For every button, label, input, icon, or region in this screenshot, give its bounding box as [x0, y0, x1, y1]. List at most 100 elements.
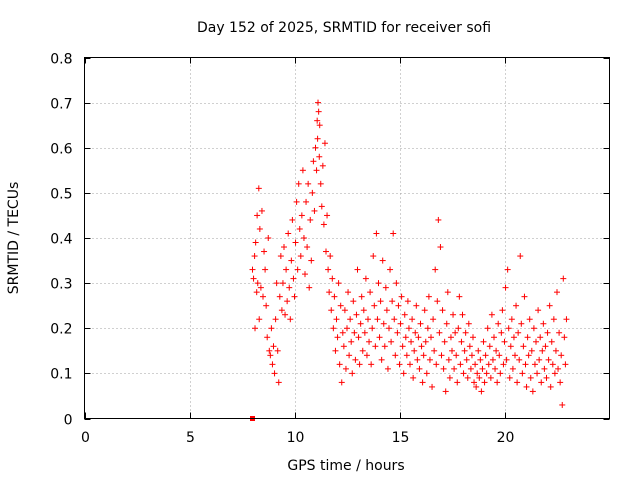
data-point [362, 275, 369, 282]
data-point [262, 266, 269, 273]
data-point [277, 253, 284, 260]
data-point [524, 334, 531, 341]
data-point [535, 307, 542, 314]
data-point [402, 334, 409, 341]
data-point [251, 253, 258, 260]
data-point [520, 343, 527, 350]
data-point [421, 307, 428, 314]
data-point [340, 343, 347, 350]
data-point [332, 347, 339, 354]
data-point [341, 307, 348, 314]
data-point [515, 329, 522, 336]
data-point [350, 298, 357, 305]
data-point [450, 311, 457, 318]
x-tick-label: 20 [497, 430, 515, 446]
data-point [457, 361, 464, 368]
data-point [252, 325, 259, 332]
data-point [492, 365, 499, 372]
data-point [459, 311, 466, 318]
data-point [384, 365, 391, 372]
data-point [445, 356, 452, 363]
data-point [369, 325, 376, 332]
y-axis-label: SRMTID / TECUs [6, 182, 22, 295]
data-point [416, 365, 423, 372]
data-point [509, 365, 516, 372]
data-point [296, 225, 303, 232]
data-point [335, 280, 342, 287]
data-point [512, 352, 518, 359]
data-point [475, 347, 482, 354]
data-point [522, 361, 529, 368]
data-point [281, 244, 287, 251]
data-point [294, 266, 301, 273]
data-point [275, 379, 282, 386]
data-point [434, 298, 441, 305]
data-point [435, 216, 442, 223]
data-point [331, 293, 338, 300]
data-point [556, 329, 563, 336]
data-point [460, 370, 467, 377]
data-point [517, 253, 524, 260]
data-point [376, 334, 383, 341]
data-point [541, 365, 548, 372]
data-point [409, 316, 416, 323]
data-point [254, 212, 261, 219]
data-point [263, 302, 270, 309]
data-point [474, 370, 481, 377]
data-point [530, 325, 537, 332]
data-point [298, 212, 305, 219]
data-point [493, 347, 500, 354]
data-point [481, 379, 488, 386]
data-point [529, 388, 536, 395]
data-point [345, 289, 352, 296]
data-point [525, 352, 532, 359]
data-point [284, 298, 291, 305]
data-point [379, 257, 386, 264]
data-point [442, 388, 449, 395]
data-point [545, 356, 552, 363]
data-point [287, 316, 294, 323]
data-point [333, 316, 340, 323]
data-point [411, 347, 418, 354]
y-tick-label: 0.8 [50, 52, 72, 68]
data-point [326, 289, 333, 296]
data-point [316, 122, 323, 129]
data-point [292, 239, 299, 246]
data-point [377, 298, 384, 305]
data-point [485, 361, 492, 368]
data-point [504, 266, 511, 273]
data-point [339, 329, 346, 336]
data-point [534, 370, 541, 377]
data-point [451, 365, 458, 372]
data-point [471, 379, 478, 386]
data-point [360, 307, 367, 314]
data-point [458, 338, 465, 345]
data-point [491, 334, 497, 341]
data-point [436, 329, 443, 336]
data-point [388, 338, 395, 345]
data-point [289, 216, 296, 223]
x-tick-label: 0 [81, 430, 90, 446]
data-point [279, 280, 286, 287]
data-point [387, 266, 394, 273]
data-point [496, 352, 503, 359]
data-point [255, 185, 262, 192]
data-point [528, 347, 535, 354]
data-point [265, 235, 272, 241]
data-point [320, 221, 327, 228]
data-point [359, 347, 366, 354]
data-point [283, 266, 290, 273]
data-point [347, 316, 354, 323]
data-point [323, 248, 329, 255]
data-point [310, 158, 317, 165]
data-point [378, 356, 385, 363]
data-point [297, 253, 304, 260]
data-point [562, 361, 569, 368]
data-point [418, 343, 425, 350]
data-point [321, 140, 328, 147]
data-point [536, 356, 543, 363]
data-point [452, 329, 459, 336]
data-point [552, 347, 559, 354]
data-point [390, 230, 397, 237]
data-point [399, 343, 406, 350]
